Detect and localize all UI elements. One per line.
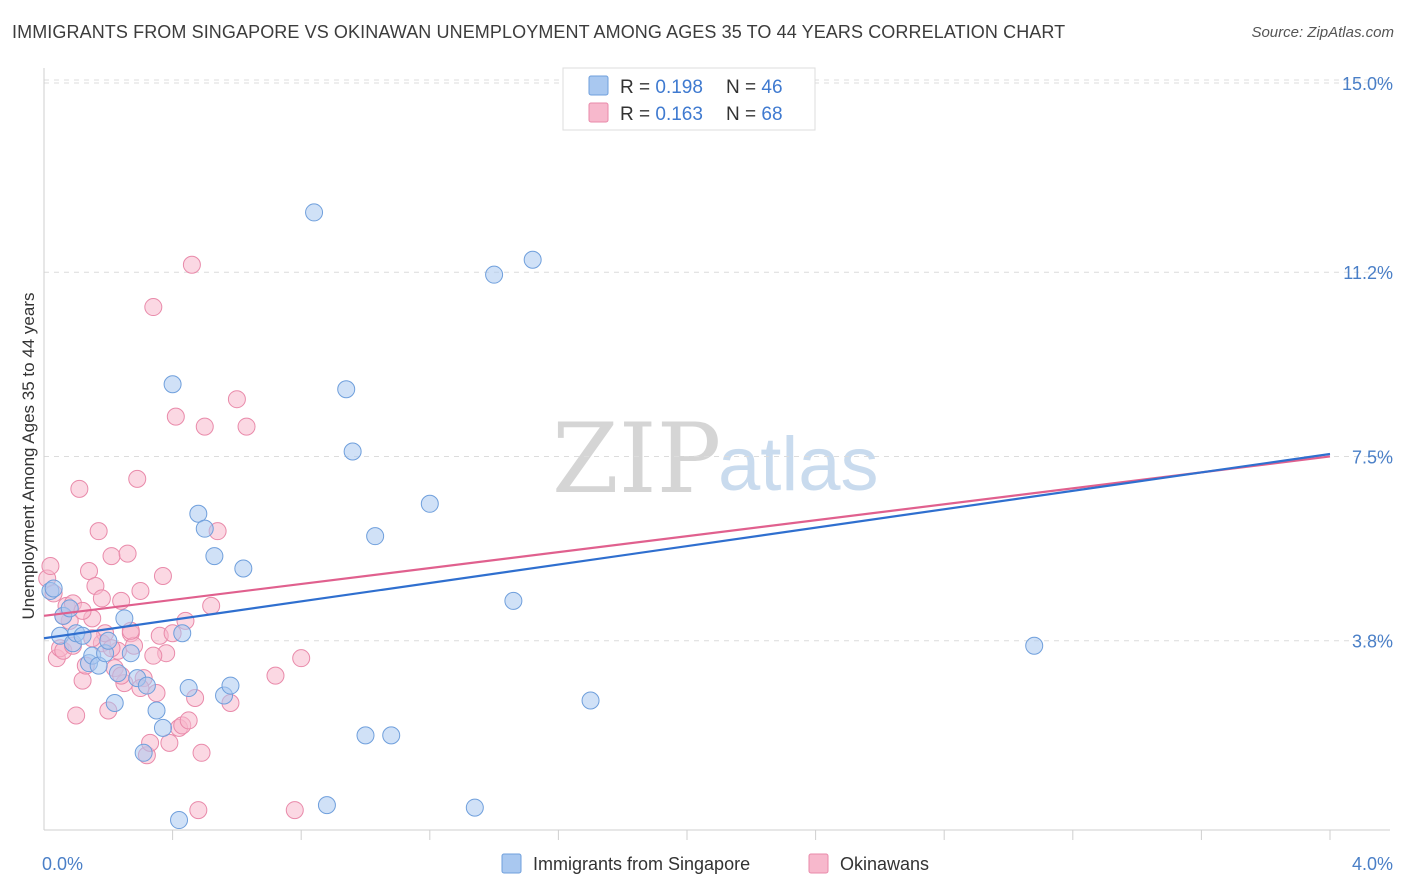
legend-n-label: N =: [726, 77, 761, 98]
singapore-point: [153, 718, 172, 737]
legend-r-label: R =: [620, 77, 655, 98]
singapore-point: [108, 664, 127, 683]
okinawan-point: [144, 298, 163, 317]
top-legend: R = 0.198 N = 46 R = 0.163 N = 68: [562, 67, 816, 131]
legend-row-singapore: R = 0.198: [620, 77, 703, 98]
singapore-point: [205, 547, 224, 566]
okinawan-point: [128, 469, 147, 488]
okinawan-point: [195, 417, 214, 436]
bottom-legend-swatch-okinawan: [808, 853, 829, 874]
okinawan-point: [179, 711, 198, 730]
singapore-point: [485, 265, 504, 284]
legend-n-value: 68: [761, 104, 782, 125]
legend-row-singapore-n: N = 46: [726, 77, 783, 98]
legend-swatch-okinawan: [588, 102, 609, 123]
singapore-point: [189, 504, 208, 523]
okinawan-point: [41, 557, 60, 576]
legend-n-label: N =: [726, 104, 761, 125]
x-tick-label-max: 4.0%: [1352, 854, 1393, 874]
singapore-point: [44, 579, 63, 598]
singapore-point: [134, 743, 153, 762]
okinawan-point: [292, 649, 311, 668]
okinawan-point: [160, 733, 179, 752]
okinawan-point: [102, 547, 121, 566]
singapore-point: [121, 644, 140, 663]
singapore-point: [1025, 636, 1044, 655]
legend-r-value: 0.163: [655, 104, 703, 125]
singapore-point: [343, 442, 362, 461]
singapore-point: [234, 559, 253, 578]
singapore-point: [337, 380, 356, 399]
legend-n-value: 46: [761, 77, 782, 98]
singapore-point: [163, 375, 182, 394]
watermark-zip: ZIP: [552, 403, 721, 515]
okinawan-point: [153, 567, 172, 585]
singapore-point: [170, 811, 189, 830]
bottom-legend: Immigrants from Singapore Okinawans: [501, 853, 929, 874]
singapore-point: [173, 624, 192, 643]
legend-r-label: R =: [620, 104, 655, 125]
okinawan-point: [67, 706, 86, 725]
okinawan-points: [38, 255, 311, 820]
bottom-legend-label-okinawan: Okinawans: [840, 854, 929, 874]
legend-r-value: 0.198: [655, 77, 703, 98]
okinawan-trend-line: [43, 455, 1331, 617]
okinawan-point: [192, 743, 211, 762]
x-axis-ticks: [172, 830, 1331, 840]
okinawan-point: [166, 407, 185, 426]
okinawan-point: [182, 255, 201, 274]
okinawan-point: [237, 417, 256, 436]
singapore-point: [366, 527, 385, 546]
singapore-point: [465, 798, 484, 817]
singapore-point: [420, 494, 439, 513]
singapore-point: [356, 726, 375, 745]
singapore-trend-line: [43, 452, 1331, 640]
legend-row-okinawan-n: N = 68: [726, 104, 783, 125]
watermark-atlas: atlas: [718, 422, 879, 507]
y-axis-label: Unemployment Among Ages 35 to 44 years: [19, 293, 38, 620]
okinawan-point: [80, 562, 99, 581]
okinawan-point: [73, 671, 92, 690]
singapore-point: [179, 679, 198, 698]
singapore-point: [195, 519, 214, 538]
singapore-point: [317, 796, 336, 815]
singapore-point: [115, 609, 134, 628]
okinawan-point: [144, 646, 163, 665]
x-tick-label-min: 0.0%: [42, 854, 83, 874]
singapore-point: [504, 591, 523, 610]
y-tick-label: 15.0%: [1342, 74, 1393, 94]
okinawan-point: [89, 522, 108, 541]
okinawan-point: [189, 801, 208, 820]
singapore-point: [99, 631, 118, 650]
okinawan-point: [92, 589, 111, 608]
singapore-point: [382, 726, 401, 745]
singapore-point: [73, 626, 92, 645]
source-credit: Source: ZipAtlas.com: [1251, 24, 1394, 41]
singapore-point: [147, 701, 166, 720]
grid-lines: [44, 79, 1390, 642]
okinawan-point: [202, 596, 221, 615]
bottom-legend-swatch-singapore: [501, 853, 522, 874]
legend-row-okinawan: R = 0.163: [620, 104, 703, 125]
okinawan-point: [118, 544, 137, 563]
chart-title: IMMIGRANTS FROM SINGAPORE VS OKINAWAN UN…: [12, 22, 1066, 42]
y-tick-label: 3.8%: [1352, 632, 1393, 652]
okinawan-point: [266, 666, 285, 685]
singapore-point: [137, 676, 156, 695]
y-tick-label: 7.5%: [1352, 447, 1393, 467]
singapore-point: [105, 694, 124, 712]
singapore-point: [221, 676, 240, 695]
okinawan-point: [227, 390, 246, 409]
y-tick-labels: 3.8% 7.5% 11.2% 15.0%: [1342, 74, 1393, 652]
okinawan-point: [70, 479, 89, 498]
bottom-legend-label-singapore: Immigrants from Singapore: [533, 854, 750, 874]
okinawan-point: [131, 581, 150, 600]
singapore-point: [305, 203, 324, 222]
singapore-point: [581, 691, 600, 710]
okinawan-point: [285, 801, 304, 820]
legend-swatch-singapore: [588, 75, 609, 96]
y-tick-label: 11.2%: [1343, 263, 1393, 283]
singapore-point: [523, 250, 542, 269]
